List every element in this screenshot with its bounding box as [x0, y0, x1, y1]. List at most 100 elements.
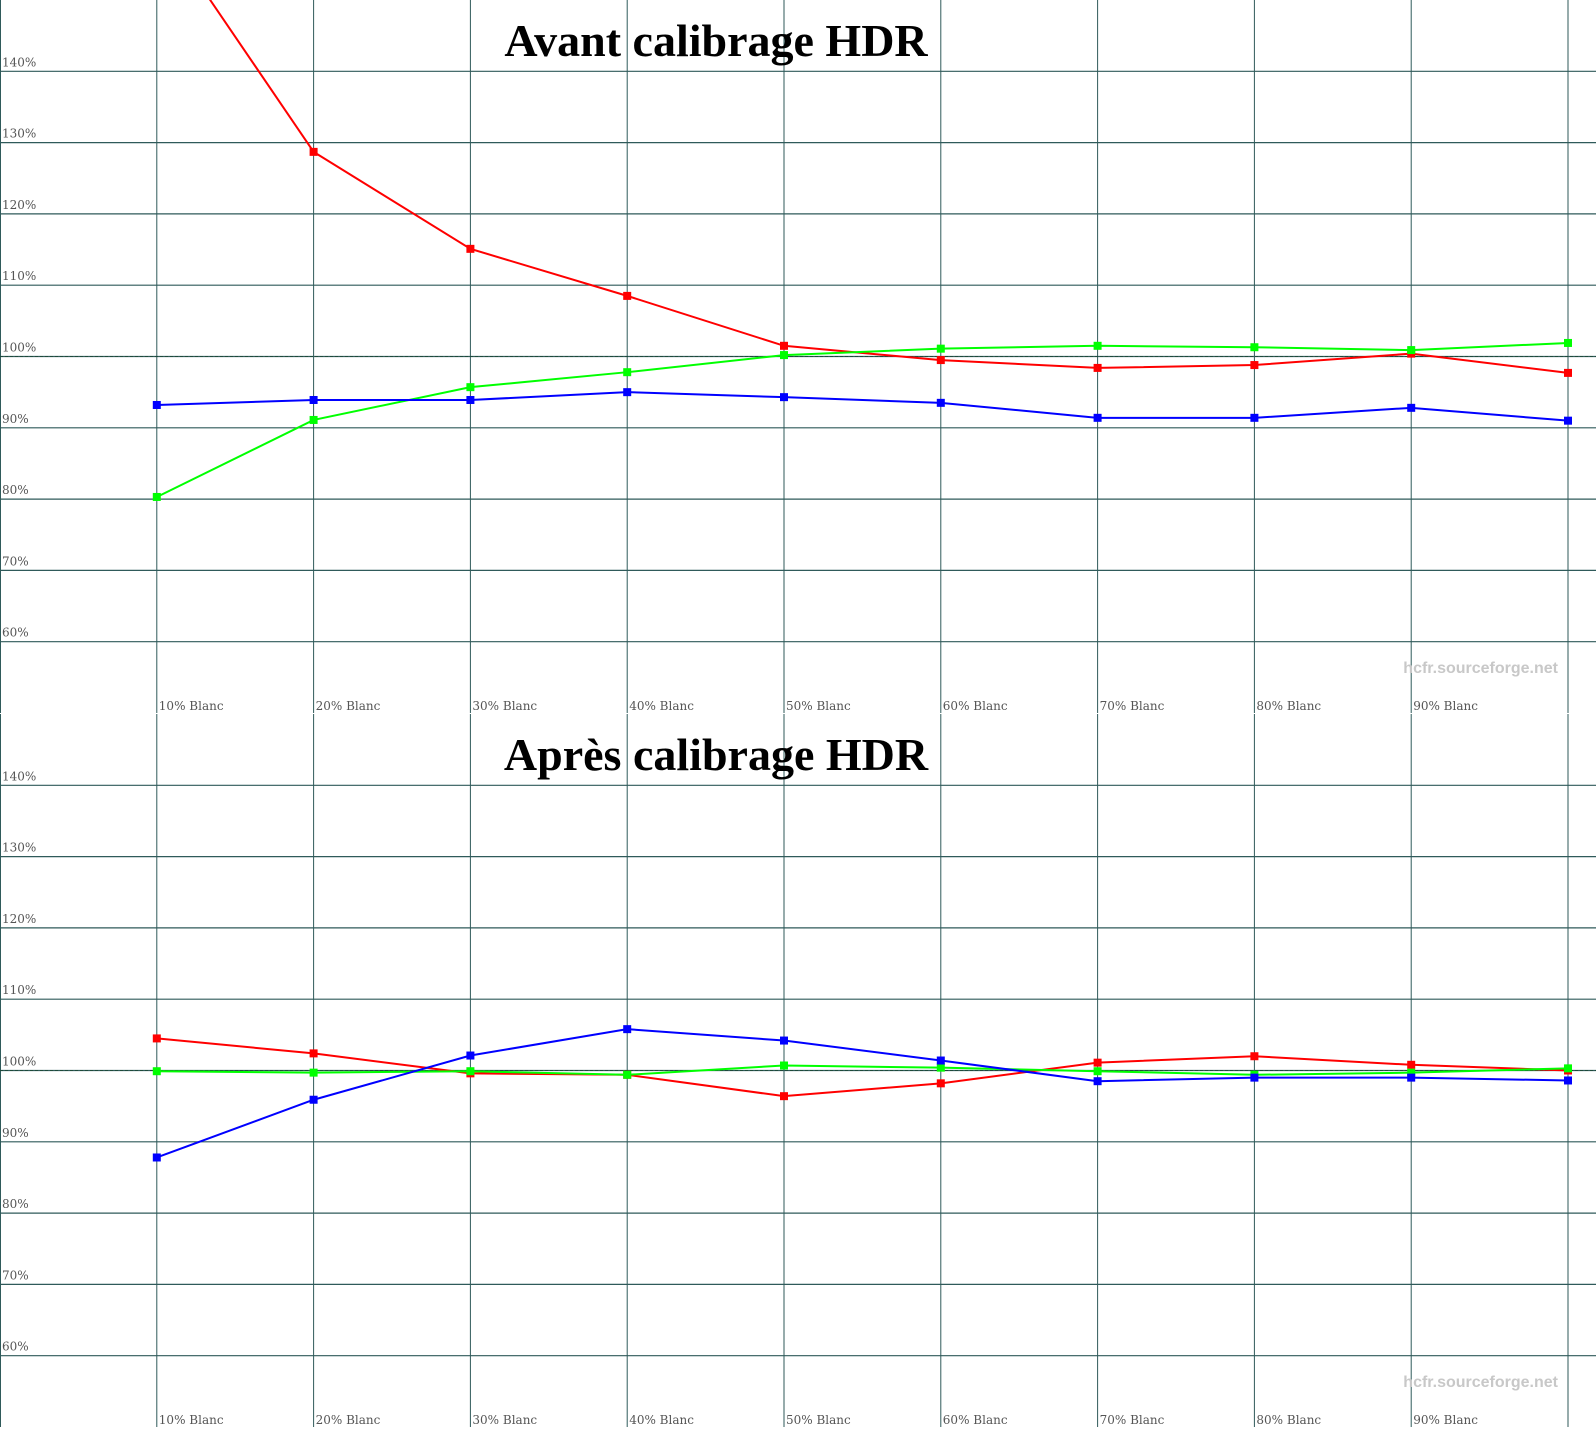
- point-marker: [623, 368, 632, 377]
- point-marker: [1564, 368, 1572, 377]
- point-marker: [1093, 413, 1102, 422]
- y-tick-label: 120%: [2, 198, 36, 212]
- point-marker: [780, 341, 788, 350]
- y-tick-label: 140%: [2, 55, 36, 69]
- y-tick-label: 100%: [2, 341, 36, 355]
- series-line: [156, 1064, 1569, 1076]
- point-marker: [466, 1051, 475, 1060]
- point-marker: [780, 1092, 788, 1101]
- point-marker: [309, 1068, 318, 1077]
- point-marker: [1093, 1077, 1102, 1086]
- chart: 10% Blanc 20% Blanc 30% Blanc 40% Blanc 50% …: [0, 714, 1596, 1427]
- x-tick-label: 30% Blanc: [472, 1413, 537, 1427]
- point-marker: [466, 383, 475, 392]
- point-marker: [623, 388, 632, 397]
- x-tick-label: 20% Blanc: [316, 699, 381, 713]
- point-marker: [466, 244, 475, 253]
- x-tick-label: 30% Blanc: [472, 699, 537, 713]
- point-marker: [1407, 403, 1416, 412]
- x-tick-label: 10% Blanc: [159, 699, 224, 713]
- y-tick-label: 100%: [2, 1055, 36, 1069]
- title: Après calibrage HDR: [504, 729, 929, 780]
- point-marker: [936, 356, 945, 365]
- point-marker: [623, 1025, 632, 1034]
- point-marker: [1250, 343, 1259, 352]
- y-tick-label: 80%: [2, 483, 29, 497]
- point-marker: [309, 415, 318, 424]
- y-tick-label: 110%: [2, 269, 36, 283]
- point-marker: [1564, 1076, 1572, 1085]
- x-tick-label: 80% Blanc: [1256, 1413, 1321, 1427]
- point-marker: [1250, 413, 1259, 422]
- series-line: [156, 1037, 1569, 1098]
- x-tick-label: 10% Blanc: [159, 1413, 224, 1427]
- point-marker: [1250, 1073, 1259, 1082]
- series-line: [156, 391, 1569, 422]
- point-marker: [466, 1067, 475, 1076]
- point-marker: [936, 1079, 945, 1088]
- x-tick-label: 80% Blanc: [1256, 699, 1321, 713]
- series-line: [156, 341, 1569, 498]
- x-tick-label: 90% Blanc: [1413, 699, 1478, 713]
- point-marker: [1093, 363, 1102, 372]
- point-marker: [1093, 1058, 1102, 1067]
- x-tick-label: 20% Blanc: [316, 1413, 381, 1427]
- title: Avant calibrage HDR: [504, 15, 928, 66]
- point-marker: [1407, 1060, 1416, 1069]
- point-marker: [309, 395, 318, 404]
- x-tick-label: 70% Blanc: [1100, 699, 1165, 713]
- x-tick-label: 60% Blanc: [943, 1413, 1008, 1427]
- point-marker: [1250, 361, 1259, 370]
- watermark: hcfr.sourceforge.net: [1403, 660, 1558, 677]
- series-group: [152, 1025, 1572, 1162]
- point-marker: [780, 1036, 788, 1045]
- y-tick-label: 110%: [2, 983, 36, 997]
- y-tick-label: 90%: [2, 412, 29, 426]
- point-marker: [1407, 1068, 1416, 1077]
- point-marker: [1407, 346, 1416, 355]
- point-marker: [1250, 1052, 1259, 1061]
- point-marker: [1407, 1073, 1416, 1082]
- series-line: [208, 0, 1569, 374]
- point-marker: [152, 1034, 161, 1043]
- point-marker: [1564, 416, 1572, 425]
- point-marker: [466, 395, 475, 404]
- x-tick-label: 40% Blanc: [629, 1413, 694, 1427]
- point-marker: [623, 1070, 632, 1079]
- series-group: [152, 0, 1572, 501]
- point-marker: [936, 398, 945, 407]
- x-tick-label: 60% Blanc: [943, 699, 1008, 713]
- point-marker: [309, 1095, 318, 1104]
- point-marker: [1564, 338, 1572, 347]
- point-marker: [780, 393, 788, 402]
- point-marker: [309, 147, 318, 156]
- point-marker: [152, 1067, 161, 1076]
- point-marker: [1093, 1067, 1102, 1076]
- y-tick-label: 70%: [2, 554, 29, 568]
- point-marker: [780, 1061, 788, 1070]
- y-tick-label: 80%: [2, 1197, 29, 1211]
- y-tick-label: 70%: [2, 1268, 29, 1282]
- y-tick-label: 60%: [2, 1340, 29, 1354]
- point-marker: [780, 351, 788, 360]
- chart: 10% Blanc 20% Blanc 30% Blanc 40% Blanc 50% …: [0, 0, 1596, 713]
- y-tick-label: 140%: [2, 769, 36, 783]
- watermark: hcfr.sourceforge.net: [1403, 1374, 1558, 1391]
- y-tick-label: 130%: [2, 841, 36, 855]
- point-marker: [936, 344, 945, 353]
- x-tick-label: 70% Blanc: [1100, 1413, 1165, 1427]
- point-marker: [1564, 1064, 1572, 1073]
- point-marker: [623, 291, 632, 300]
- y-tick-label: 130%: [2, 127, 36, 141]
- series-line: [156, 1028, 1569, 1159]
- point-marker: [936, 1056, 945, 1065]
- point-marker: [309, 1049, 318, 1058]
- y-tick-label: 120%: [2, 912, 36, 926]
- y-tick-label: 60%: [2, 626, 29, 640]
- point-marker: [152, 1153, 161, 1162]
- point-marker: [936, 1063, 945, 1072]
- point-marker: [152, 492, 161, 501]
- point-marker: [152, 400, 161, 409]
- point-marker: [1093, 341, 1102, 350]
